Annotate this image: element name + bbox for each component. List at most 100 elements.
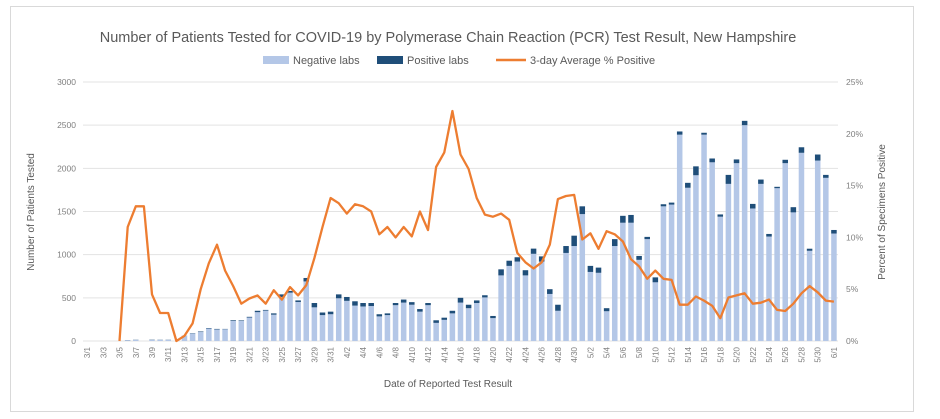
bar-negative — [473, 303, 480, 341]
bar-positive — [806, 248, 813, 251]
bar-negative — [449, 313, 456, 341]
bar-negative — [782, 163, 788, 341]
bar-negative — [465, 308, 472, 341]
bar-negative — [814, 160, 821, 341]
bar-positive — [709, 158, 715, 163]
y-tick-label: 3000 — [57, 77, 76, 87]
x-tick-label: 4/16 — [457, 346, 466, 362]
bar-negative — [514, 261, 521, 341]
bar-negative — [774, 188, 780, 341]
bar-positive — [327, 311, 334, 315]
bar-positive — [271, 313, 277, 315]
bar-positive — [741, 120, 748, 126]
bar-negative — [701, 134, 707, 341]
x-tick-label: 4/18 — [473, 346, 482, 362]
bar-positive — [831, 229, 837, 234]
bar-positive — [693, 166, 699, 176]
bar-negative — [319, 315, 326, 341]
bar-negative — [790, 212, 797, 341]
bar-negative — [749, 208, 756, 341]
bar-positive — [400, 299, 407, 303]
bar-positive — [279, 294, 285, 297]
bar-negative — [823, 177, 829, 341]
bar-negative — [457, 302, 464, 341]
bar-positive — [262, 309, 269, 311]
y2-axis-title: Percent of Specimens Positive — [877, 144, 888, 280]
bar-positive — [238, 320, 245, 321]
bar-positive — [563, 246, 569, 253]
bar-positive — [311, 303, 318, 308]
bar-negative — [392, 305, 399, 341]
bar-positive — [465, 304, 472, 309]
y-tick-label: 0 — [71, 336, 76, 346]
bar-negative — [587, 271, 594, 341]
bar-negative — [595, 272, 602, 341]
legend-label-line: 3-day Average % Positive — [530, 55, 655, 67]
bar-negative — [157, 339, 163, 341]
x-tick-label: 5/22 — [749, 346, 758, 362]
bar-negative — [352, 305, 358, 341]
bar-negative — [603, 311, 610, 341]
bar-positive — [571, 235, 577, 247]
bar-positive — [360, 303, 366, 307]
bar-negative — [295, 301, 301, 341]
bar-positive — [782, 159, 788, 164]
bar-negative — [685, 187, 691, 341]
bar-negative — [644, 239, 650, 341]
bar-positive — [457, 297, 464, 303]
bar-positive — [725, 174, 732, 184]
x-tick-label: 3/15 — [197, 346, 206, 362]
bar-negative — [133, 339, 139, 341]
bar-negative — [441, 319, 448, 341]
bar-negative — [693, 175, 699, 341]
bar-negative — [798, 152, 805, 341]
x-tick-label: 3/25 — [278, 346, 287, 362]
bar-positive — [547, 289, 553, 294]
bar-positive — [701, 132, 707, 135]
bar-negative — [149, 339, 155, 341]
bar-positive — [668, 202, 675, 205]
bar-negative — [124, 340, 131, 341]
bar-positive — [652, 277, 659, 283]
bar-negative — [668, 204, 675, 341]
bar-positive — [303, 277, 310, 282]
bar-negative — [636, 259, 642, 341]
bar-negative — [611, 246, 618, 341]
bar-negative — [563, 252, 569, 341]
x-tick-label: 5/10 — [651, 346, 660, 362]
bar-negative — [733, 163, 740, 341]
x-tick-label: 3/7 — [132, 346, 141, 358]
bar-negative — [165, 339, 172, 341]
bar-negative — [262, 310, 269, 341]
y-tick-label: 2000 — [57, 163, 76, 173]
y-tick-label: 1000 — [57, 250, 76, 260]
x-tick-label: 4/30 — [570, 346, 579, 362]
x-tick-label: 6/1 — [830, 346, 839, 358]
bar-positive — [352, 301, 358, 306]
x-tick-label: 5/6 — [619, 346, 628, 358]
x-tick-label: 3/19 — [229, 346, 238, 362]
legend-label-negative: Negative labs — [293, 55, 360, 67]
bar-positive — [628, 214, 634, 223]
bar-positive — [344, 296, 350, 301]
y-tick-label: 2500 — [57, 120, 76, 130]
bar-negative — [409, 304, 415, 341]
bar-negative — [482, 297, 488, 341]
x-tick-label: 5/20 — [733, 346, 742, 362]
bar-positive — [392, 303, 399, 306]
bar-positive — [246, 316, 253, 318]
bar-positive — [644, 236, 650, 240]
bar-negative — [571, 246, 577, 341]
bar-positive — [230, 320, 236, 321]
x-tick-label: 3/31 — [327, 346, 336, 362]
bar-positive — [376, 314, 383, 317]
bar-positive — [206, 328, 212, 329]
x-tick-label: 5/30 — [814, 346, 823, 362]
bar-positive — [254, 310, 261, 313]
x-tick-label: 5/12 — [668, 346, 677, 362]
line-3day-average-percent-positive — [118, 109, 835, 343]
x-tick-label: 4/12 — [424, 346, 433, 362]
x-tick-label: 4/8 — [392, 346, 401, 358]
bar-negative — [741, 125, 748, 342]
x-tick-label: 3/17 — [213, 346, 222, 362]
